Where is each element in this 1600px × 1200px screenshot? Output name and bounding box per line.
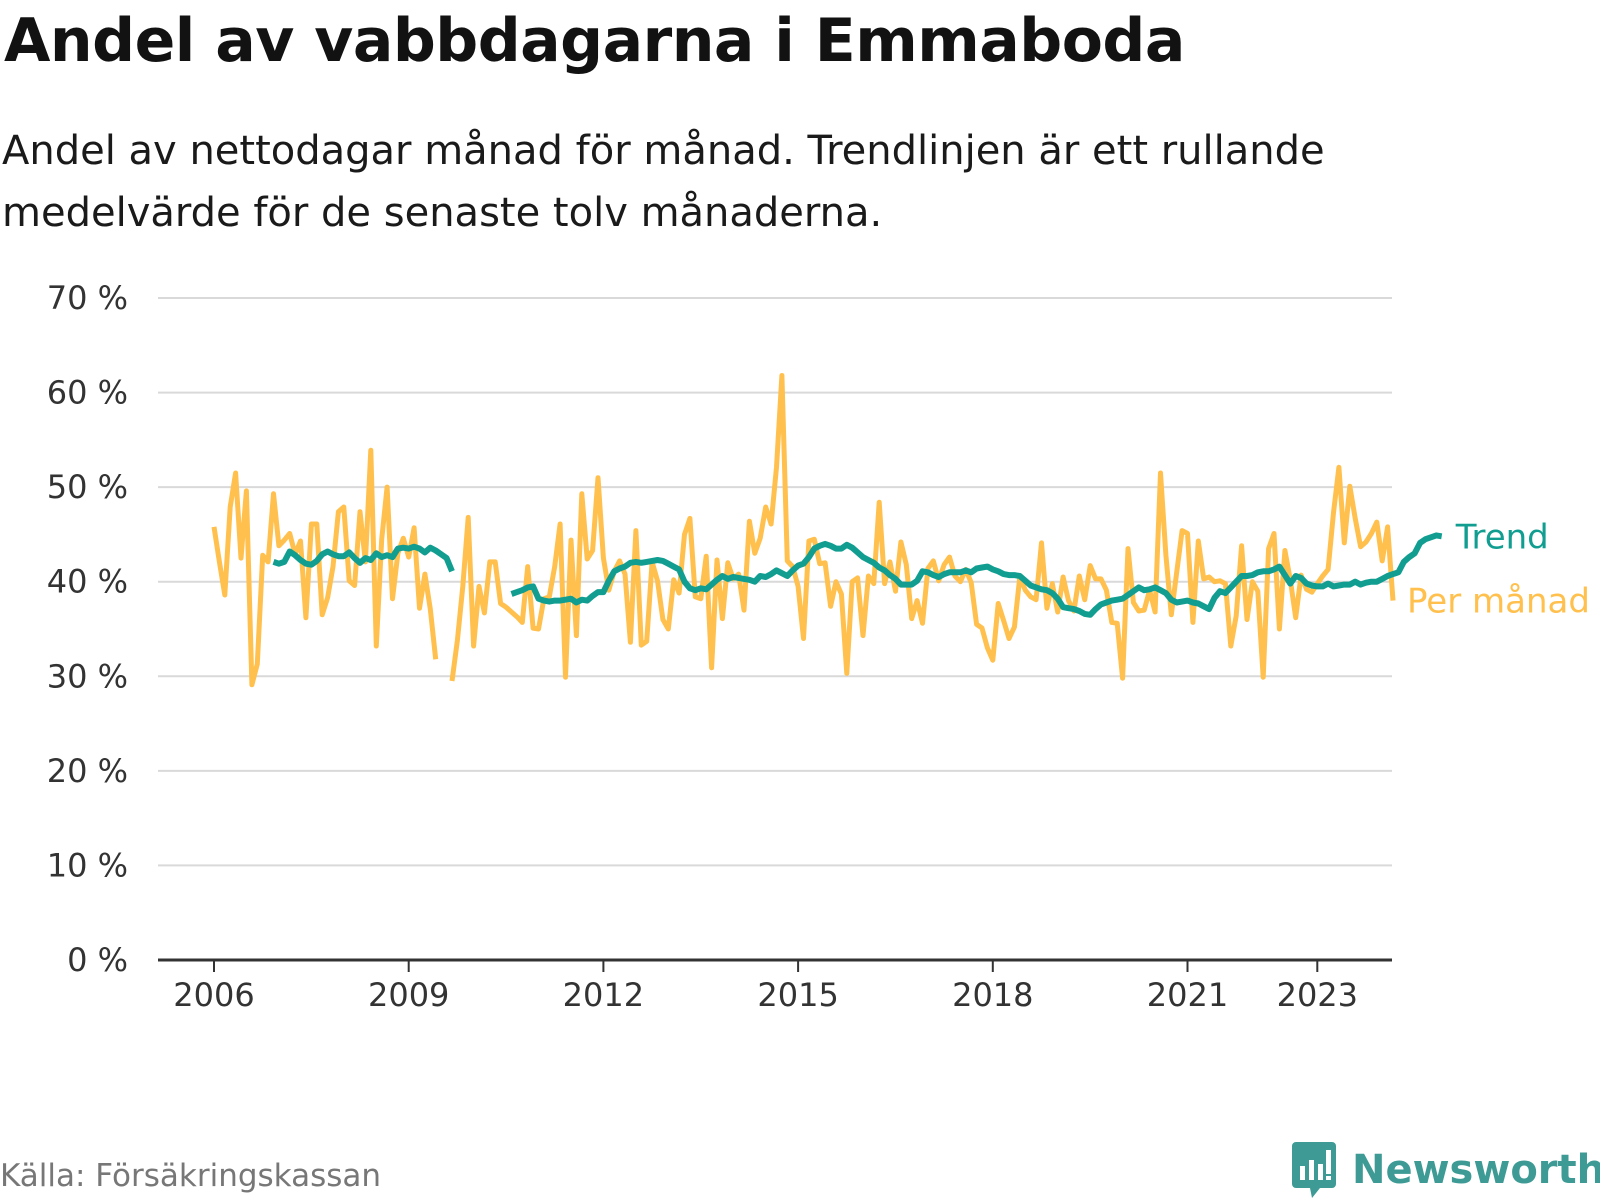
trend-label: Trend [1455,517,1549,557]
y-axis-ticks: 70 % 60 % 50 % 40 % 30 % 20 % 10 % 0 % [47,279,128,979]
y-tick-label: 40 % [47,563,128,601]
x-axis: 2006 2009 2012 2015 2018 2021 2023 [158,958,1392,1014]
x-tick-label: 2009 [368,976,449,1014]
y-tick-label: 10 % [47,846,128,884]
x-tick-label: 2006 [173,976,254,1014]
series-lines [211,373,1443,688]
y-tick-label: 0 % [67,941,128,979]
y-tick-label: 30 % [47,657,128,695]
x-tick-label: 2015 [757,976,838,1014]
trend-line [272,543,455,573]
y-tick-label: 60 % [47,374,128,412]
chart-title: Andel av vabbdagarna i Emmaboda [4,6,1185,76]
line-chart: 70 % 60 % 50 % 40 % 30 % 20 % 10 % 0 % 2006 2009… [47,279,1590,1014]
x-tick-label: 2023 [1277,976,1358,1014]
y-tick-label: 20 % [47,752,128,790]
y-tick-label: 70 % [47,279,128,317]
chart-subtitle: Andel av nettodagar månad för månad. Tre… [2,128,1325,236]
x-tick-label: 2018 [952,976,1033,1014]
x-tick-label: 2012 [563,976,644,1014]
brand-name: Newsworthy [1352,1147,1600,1193]
monthly-line [449,373,1396,682]
newsworthy-logo-icon [1292,1142,1336,1198]
x-tick-label: 2021 [1147,976,1228,1014]
gridlines [158,297,1392,867]
brand-logo: Newsworthy [1290,1140,1600,1200]
monthly-line [211,447,439,688]
trend-line [510,532,1443,618]
monthly-label: Per månad [1407,582,1590,622]
source-note: Källa: Försäkringskassan [0,1158,382,1194]
y-tick-label: 50 % [47,468,128,506]
series-labels: Trend Per månad [1407,517,1590,621]
